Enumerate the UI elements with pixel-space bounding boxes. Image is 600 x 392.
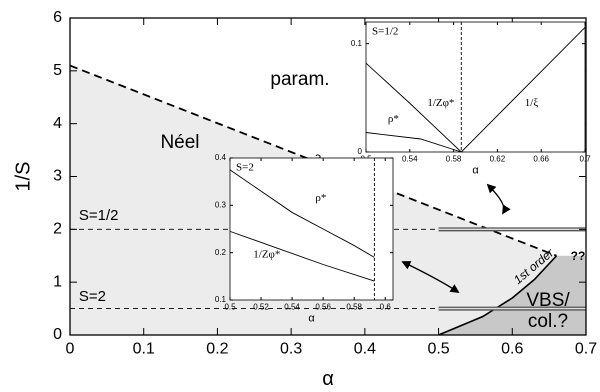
x-tick-label: 0.54 [402, 154, 418, 163]
x-tick-label: 0.7 [579, 154, 591, 163]
series-label: S=1/2 [79, 207, 119, 224]
series-line [460, 27, 586, 153]
x-tick-label: 0.5 [427, 341, 449, 358]
y-tick-label: 2 [53, 221, 62, 238]
x-tick-label: 0.52 [253, 302, 269, 311]
series-line [438, 255, 558, 336]
y-tick-label: 0.1 [351, 39, 363, 48]
series-label: 1/Zφ* [253, 249, 280, 261]
x-tick-label: 0.7 [575, 341, 597, 358]
y-tick-label: 1 [53, 273, 62, 290]
series-line [365, 132, 462, 153]
x-axis-label: α [308, 312, 315, 324]
annotation: VBS/ [526, 290, 570, 311]
y-tick-label: 0.1 [215, 295, 227, 304]
x-tick-label: 0.1 [133, 341, 155, 358]
x-tick-label: 0.62 [490, 154, 506, 163]
y-tick-label: 6 [53, 9, 62, 26]
x-tick-label: 0.56 [315, 302, 331, 311]
series-label: S=2 [79, 288, 106, 305]
series-label: 1/Zφ* [427, 97, 454, 109]
x-tick-label: 0.66 [533, 154, 549, 163]
arrow [401, 261, 460, 294]
series-label: 1/ξ [525, 97, 539, 109]
y-tick-label: 5 [53, 62, 62, 79]
y-tick-label: 0.2 [215, 248, 227, 257]
series-label: ρ* [388, 113, 399, 125]
annotation: ?? [571, 249, 586, 263]
frame [365, 21, 586, 153]
x-axis-label: α [472, 164, 479, 176]
x-tick-label: 0.6 [501, 341, 523, 358]
annotation: Néel [160, 132, 199, 153]
y-tick-label: 0.3 [215, 200, 227, 209]
series-label: ρ* [315, 192, 326, 204]
x-tick-label: 0.58 [446, 154, 462, 163]
annotation: col.? [528, 311, 568, 332]
y-tick-label: 0.4 [215, 153, 227, 162]
y-tick-label: 0 [53, 326, 62, 343]
series-line [365, 62, 462, 153]
series-line [229, 169, 375, 258]
inset-title: S=2 [236, 162, 254, 174]
y-tick-label: 0 [358, 147, 363, 156]
x-axis-label: α [322, 368, 334, 390]
x-tick-label: 0.3 [280, 341, 302, 358]
x-tick-label: 0.4 [354, 341, 376, 358]
y-tick-label: 4 [53, 115, 62, 132]
x-tick-label: 0 [66, 341, 75, 358]
plot-area [230, 158, 393, 300]
x-tick-label: 0.6 [380, 302, 392, 311]
x-tick-label: 0.54 [284, 302, 300, 311]
series-line [229, 230, 375, 282]
annotation: param. [270, 69, 329, 90]
plot-area [366, 22, 585, 152]
x-tick-label: 0.2 [206, 341, 228, 358]
inset-title: S=1/2 [372, 26, 398, 38]
x-tick-label: 0.5 [224, 302, 236, 311]
vbs-region [438, 255, 586, 335]
x-tick-label: 0.58 [346, 302, 362, 311]
arrow [486, 183, 511, 215]
frame [229, 157, 394, 301]
y-tick-label: 3 [53, 168, 62, 185]
y-axis-label: 1/S [12, 161, 34, 191]
